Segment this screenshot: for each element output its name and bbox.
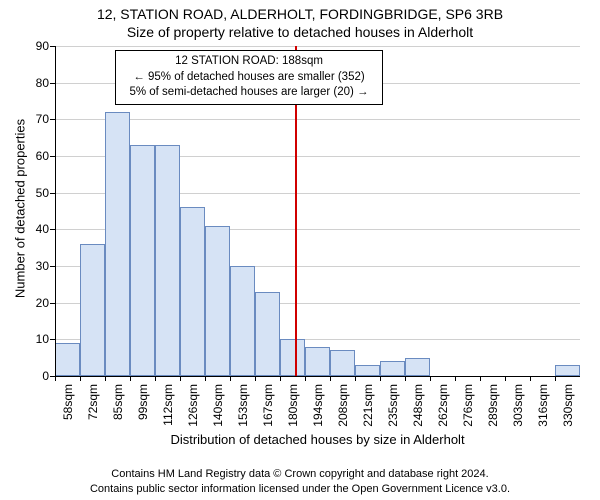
x-axis-label: Distribution of detached houses by size …: [55, 432, 580, 447]
x-tick-label: 194sqm: [311, 384, 325, 427]
y-tick-label: 50: [36, 186, 55, 200]
y-tick-label: 60: [36, 149, 55, 163]
x-tick-label: 140sqm: [211, 384, 225, 427]
y-tick-label: 40: [36, 222, 55, 236]
x-tick-label: 72sqm: [86, 384, 100, 420]
grid-line: [55, 46, 580, 47]
histogram-bar: [255, 292, 280, 376]
x-tick-label: 289sqm: [486, 384, 500, 427]
plot-area: 010203040506070809058sqm72sqm85sqm99sqm1…: [55, 46, 580, 376]
histogram-bar: [155, 145, 180, 376]
y-tick-label: 90: [36, 39, 55, 53]
histogram-bar: [230, 266, 255, 376]
y-axis-line: [55, 46, 56, 376]
histogram-bar: [280, 339, 305, 376]
x-tick-label: 153sqm: [236, 384, 250, 427]
x-tick-label: 303sqm: [511, 384, 525, 427]
y-tick-label: 30: [36, 259, 55, 273]
annotation-line: 5% of semi-detached houses are larger (2…: [122, 85, 376, 101]
histogram-bar: [330, 350, 355, 376]
histogram-bar: [555, 365, 580, 376]
chart-title-line2: Size of property relative to detached ho…: [0, 22, 600, 40]
y-tick-label: 0: [42, 369, 55, 383]
annotation-callout: 12 STATION ROAD: 188sqm← 95% of detached…: [115, 50, 383, 105]
chart-container: 12, STATION ROAD, ALDERHOLT, FORDINGBRID…: [0, 0, 600, 500]
footer-line2: Contains public sector information licen…: [0, 482, 600, 496]
x-tick-label: 276sqm: [461, 384, 475, 427]
annotation-line: ← 95% of detached houses are smaller (35…: [122, 70, 376, 86]
y-axis-label: Number of detached properties: [13, 109, 28, 309]
x-tick-label: 180sqm: [286, 384, 300, 427]
x-tick-label: 248sqm: [411, 384, 425, 427]
grid-line: [55, 119, 580, 120]
x-tick-label: 85sqm: [111, 384, 125, 420]
x-tick-label: 167sqm: [261, 384, 275, 427]
histogram-bar: [355, 365, 380, 376]
histogram-bar: [405, 358, 430, 376]
x-tick-label: 208sqm: [336, 384, 350, 427]
histogram-bar: [55, 343, 80, 376]
x-tick-label: 58sqm: [61, 384, 75, 420]
x-tick-label: 330sqm: [561, 384, 575, 427]
x-tick-label: 112sqm: [161, 384, 175, 426]
x-tick-label: 221sqm: [361, 384, 375, 427]
x-tick-label: 262sqm: [436, 384, 450, 427]
histogram-bar: [80, 244, 105, 376]
histogram-bar: [105, 112, 130, 376]
chart-title-line1: 12, STATION ROAD, ALDERHOLT, FORDINGBRID…: [0, 0, 600, 22]
histogram-bar: [130, 145, 155, 376]
y-tick-label: 20: [36, 296, 55, 310]
x-tick-label: 126sqm: [186, 384, 200, 427]
histogram-bar: [205, 226, 230, 376]
x-tick-label: 316sqm: [536, 384, 550, 427]
footer-line1: Contains HM Land Registry data © Crown c…: [0, 467, 600, 481]
y-tick-label: 10: [36, 332, 55, 346]
x-tick-label: 235sqm: [386, 384, 400, 427]
x-tick-label: 99sqm: [136, 384, 150, 420]
x-axis-line: [55, 376, 580, 377]
footer-attribution: Contains HM Land Registry data © Crown c…: [0, 467, 600, 496]
y-tick-label: 80: [36, 76, 55, 90]
annotation-line: 12 STATION ROAD: 188sqm: [122, 54, 376, 70]
histogram-bar: [380, 361, 405, 376]
y-tick-label: 70: [36, 112, 55, 126]
histogram-bar: [305, 347, 330, 376]
histogram-bar: [180, 207, 205, 376]
